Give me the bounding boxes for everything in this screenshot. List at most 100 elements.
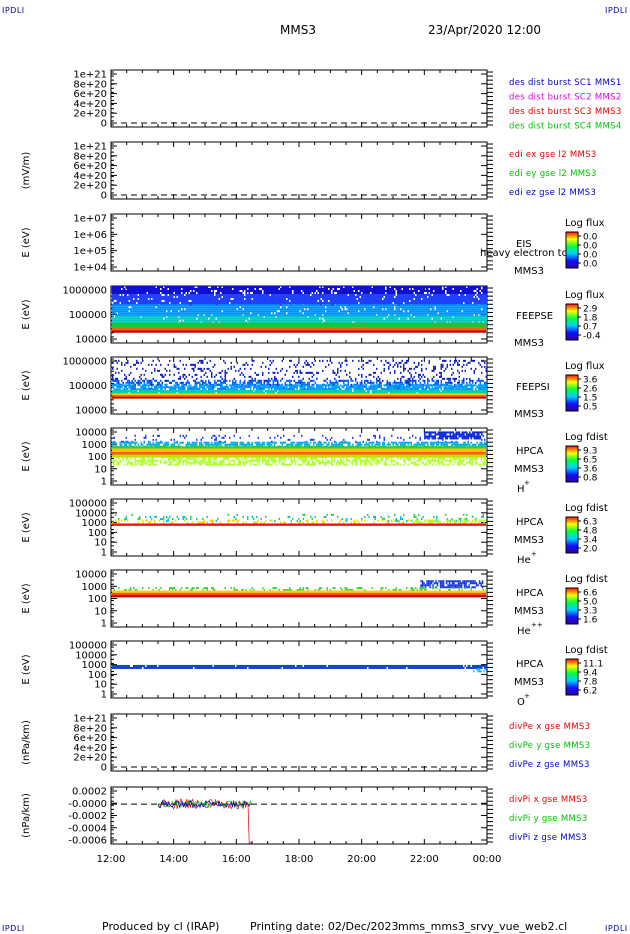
band-cell	[463, 312, 465, 315]
band-cell	[254, 297, 256, 300]
band-cell	[364, 288, 366, 290]
band-cell	[329, 292, 331, 294]
band-cell	[341, 295, 343, 298]
band-cell	[218, 314, 220, 317]
band-cell	[439, 288, 441, 290]
band-cell	[319, 290, 321, 292]
band-cell	[220, 295, 222, 298]
band-cell	[431, 295, 433, 298]
band-cell	[130, 293, 132, 296]
band-cell	[466, 295, 468, 298]
band-cell	[479, 297, 481, 300]
band-cell	[454, 314, 456, 317]
band-cell	[199, 312, 201, 315]
band-cell	[394, 293, 396, 296]
band-cell	[278, 286, 280, 288]
band-cell	[385, 290, 387, 292]
band-cell	[158, 295, 160, 298]
band-cell	[191, 290, 193, 292]
band-cell	[331, 299, 333, 302]
band-cell	[236, 286, 238, 288]
band-cell	[311, 317, 313, 320]
band-cell	[394, 312, 396, 315]
band-cell	[169, 315, 171, 318]
band-cell	[254, 312, 256, 315]
band-cell	[398, 290, 400, 292]
band-cell	[200, 288, 202, 290]
band-cell	[182, 297, 184, 300]
band-cell	[208, 315, 210, 318]
band-cell	[292, 312, 294, 315]
band-cell	[464, 288, 466, 290]
band-cell	[344, 312, 346, 315]
band-cell	[121, 312, 123, 315]
band-cell	[376, 297, 378, 300]
band-cell	[161, 310, 163, 313]
band-cell	[403, 297, 405, 300]
band-cell	[352, 295, 354, 298]
band-cell	[248, 286, 250, 288]
band-cell	[371, 306, 373, 309]
band-cell	[190, 306, 192, 309]
band-cell	[116, 306, 118, 309]
band-cell	[370, 310, 372, 313]
band-cell	[380, 312, 382, 315]
band-cell	[484, 301, 486, 304]
band-cell	[362, 312, 364, 315]
band-cell	[341, 286, 343, 288]
band-cell	[413, 312, 415, 315]
band-cell	[256, 312, 258, 315]
band-cell	[343, 295, 345, 298]
band-cell	[355, 304, 357, 307]
band-cell	[253, 317, 255, 320]
band-cell	[248, 306, 250, 309]
band-cell	[118, 312, 120, 315]
band-cell	[235, 310, 237, 313]
band-cell	[347, 290, 349, 292]
band-cell	[220, 308, 222, 311]
band-cell	[397, 306, 399, 309]
band-cell	[142, 299, 144, 302]
band-cell	[295, 301, 297, 304]
y-tick-label: 100000	[69, 310, 107, 321]
band-cell	[415, 304, 417, 307]
band-cell	[412, 301, 414, 304]
band-cell	[355, 312, 357, 315]
band-cell	[335, 295, 337, 298]
band-cell	[259, 290, 261, 292]
band-cell	[295, 310, 297, 313]
band-cell	[169, 314, 171, 317]
band-cell	[448, 314, 450, 317]
band-cell	[416, 314, 418, 317]
band-cell	[140, 317, 142, 320]
band-cell	[251, 315, 253, 318]
band-cell	[359, 286, 361, 288]
band-cell	[425, 310, 427, 313]
band-cell	[407, 314, 409, 317]
band-cell	[223, 310, 225, 313]
band-cell	[223, 301, 225, 304]
band-cell	[221, 314, 223, 317]
band-cell	[466, 288, 468, 290]
band-cell	[310, 306, 312, 309]
band-cell	[293, 290, 295, 292]
band-cell	[350, 290, 352, 292]
band-cell	[152, 288, 154, 290]
band-cell	[437, 292, 439, 294]
band-cell	[292, 301, 294, 304]
band-cell	[128, 304, 130, 307]
band-cell	[289, 292, 291, 294]
band-cell	[245, 315, 247, 318]
band-cell	[439, 286, 441, 288]
band-cell	[295, 297, 297, 300]
band-cell	[113, 319, 115, 322]
band-cell	[127, 292, 129, 294]
band-cell	[278, 297, 280, 300]
band-cell	[458, 295, 460, 298]
band-cell	[242, 286, 244, 288]
band-cell	[121, 304, 123, 307]
band-cell	[476, 306, 478, 309]
band-cell	[275, 314, 277, 317]
band-cell	[356, 293, 358, 296]
band-cell	[434, 299, 436, 302]
